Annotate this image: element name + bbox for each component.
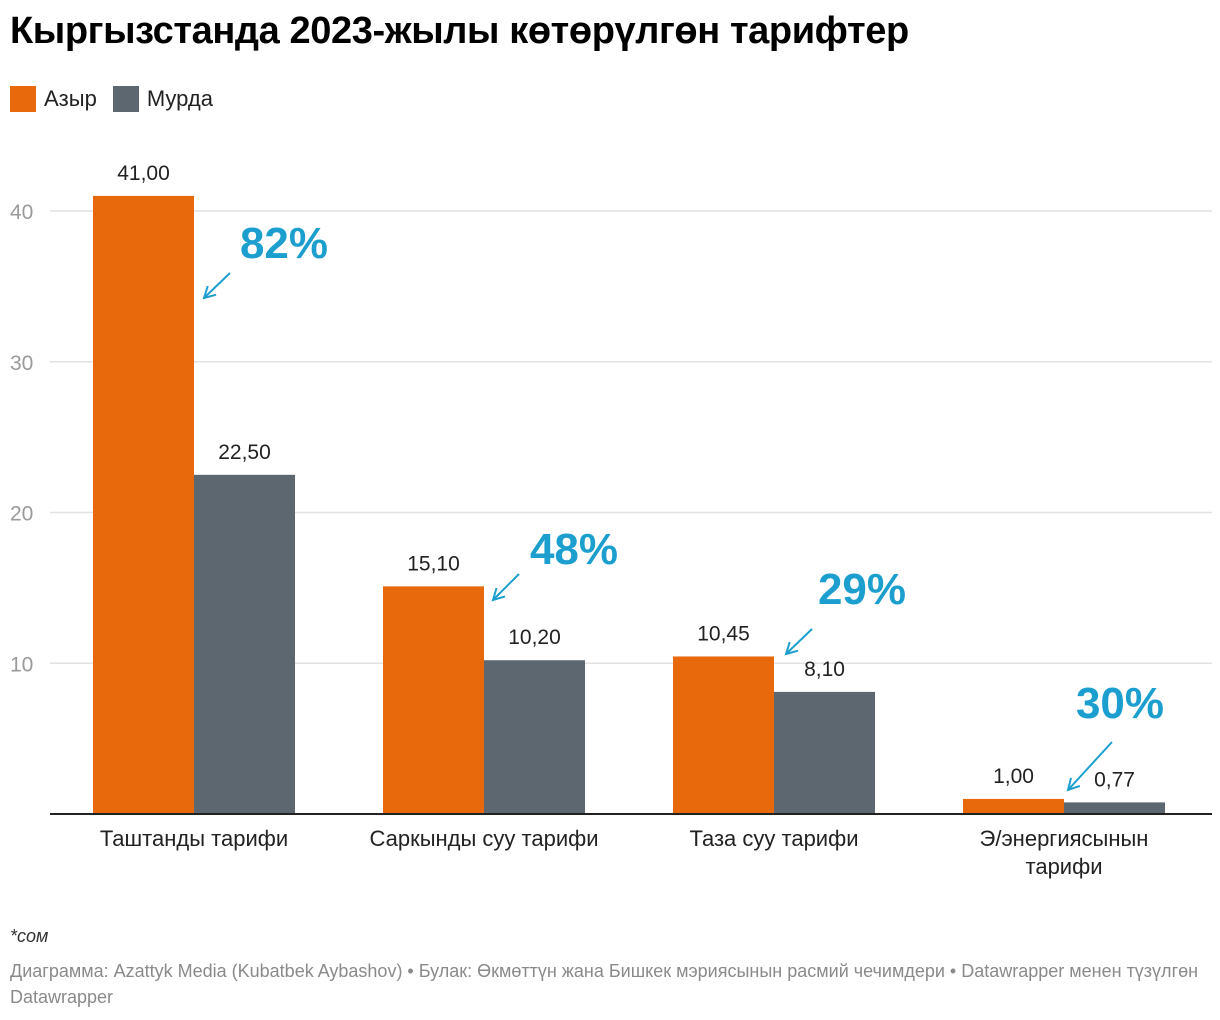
value-label: 22,50 [218,441,271,464]
legend-swatch-current [10,86,36,112]
category-label: тарифи [1026,854,1103,879]
annotation-arrow-line [1067,741,1113,791]
bar [963,798,1064,814]
annotation-arrow-line [492,573,520,601]
annotation-arrow-head [784,641,799,656]
legend-item-previous: Мурда [112,86,213,112]
category-label: Таза суу тарифи [690,826,859,851]
bar [194,474,295,814]
bar [484,660,585,814]
annotation-arrow-head [491,587,506,602]
y-tick-label: 30 [10,352,33,375]
legend-label-previous: Мурда [146,86,213,111]
y-tick-label: 10 [10,653,33,676]
percent-increase-label: 30% [1076,679,1164,728]
annotation-arrow-head [1066,777,1081,792]
value-label: 0,77 [1094,768,1135,791]
annotation-arrow-line [785,628,813,655]
bar-chart: 10 20 30 40 41,00 22,50 Таштанды тарифи 15,10 10… [10,162,1212,879]
value-label: 1,00 [993,765,1034,788]
bar [1064,802,1165,814]
percent-increase-label: 29% [818,565,906,614]
legend-swatch-previous [112,86,139,112]
y-tick-label: 20 [10,503,33,526]
category-label: Саркынды суу тарифи [369,826,598,851]
legend: Азыр Мурда [10,86,229,112]
percent-increase-label: 82% [240,219,328,268]
value-label: 10,45 [697,622,750,645]
unit-footnote: *сом [10,926,49,946]
chart-title: Кыргызстанда 2023-жылы көтөрүлгөн тарифт… [10,10,909,52]
percent-increase-label: 48% [530,525,618,574]
category-label: Э/энергиясынын [980,826,1149,851]
category-label: Таштанды тарифи [100,826,288,851]
bar [383,586,484,814]
legend-item-current: Азыр [10,86,97,112]
value-label: 41,00 [117,162,170,185]
bar [93,195,194,815]
source-credit: Диаграмма: Azattyk Media (Kubatbek Aybas… [10,961,1199,1007]
value-label: 10,20 [508,626,561,649]
bar [673,656,774,814]
y-tick-label: 40 [10,201,33,224]
annotation-arrow-line [203,272,231,299]
legend-label-current: Азыр [44,86,97,111]
bar [774,691,875,814]
annotation-arrow-head [202,285,217,300]
value-label: 8,10 [804,658,845,681]
value-label: 15,10 [407,552,460,575]
